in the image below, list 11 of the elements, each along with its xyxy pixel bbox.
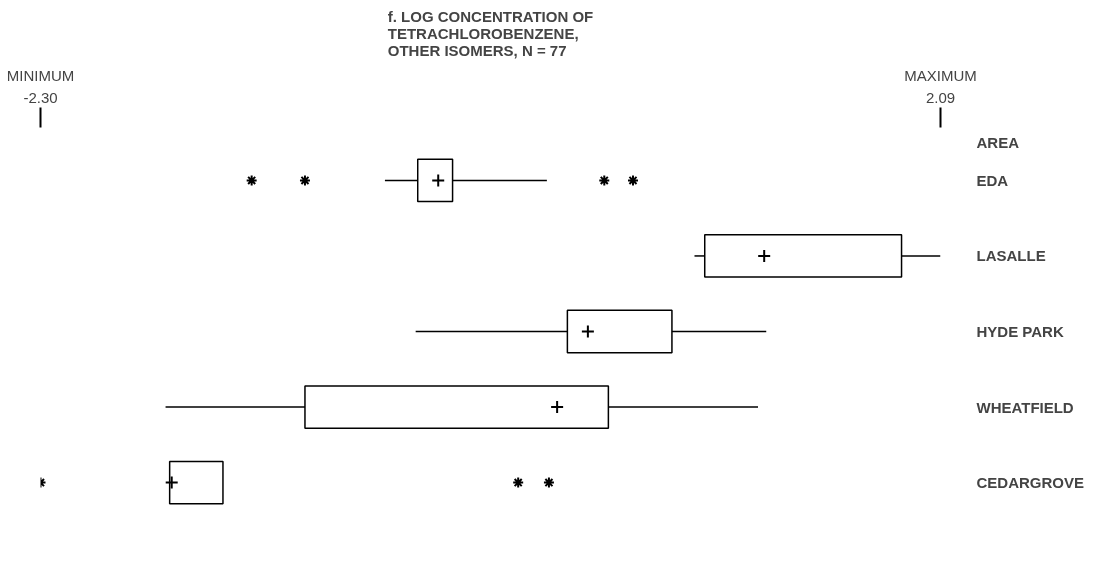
chart-title: f. LOG CONCENTRATION OF TETRACHLOROBENZENE, OTHER ISOMERS, N = 77 <box>387 7 594 59</box>
y-tick-label: LASALLE <box>976 247 1046 265</box>
y-axis-title: AREA <box>976 134 1020 152</box>
y-tick-label: WHEATFIELD <box>976 398 1074 416</box>
y-tick-label: CEDARGROVE <box>976 474 1085 492</box>
y-tick-label: HYDE PARK <box>976 323 1064 340</box>
y-tick-label: EDA <box>976 171 1009 189</box>
x-tick-label: 2.09 <box>925 88 956 106</box>
text: MINIMUM <box>6 66 75 84</box>
x-tick-label: -2.30 <box>23 88 58 106</box>
text: MAXIMUM <box>904 66 977 84</box>
